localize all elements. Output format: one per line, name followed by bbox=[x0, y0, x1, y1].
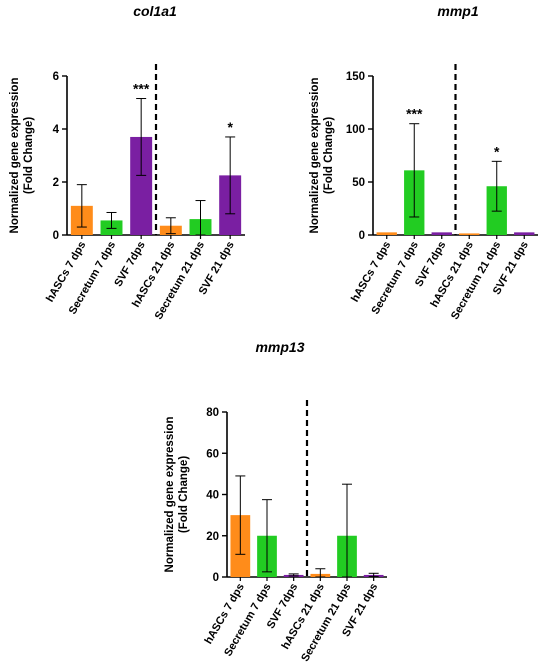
significance-marker: * bbox=[227, 119, 233, 135]
significance-marker: * bbox=[494, 143, 500, 159]
bar bbox=[376, 232, 397, 235]
y-tick-label: 20 bbox=[206, 531, 219, 543]
y-tick-label: 40 bbox=[206, 490, 219, 502]
bar bbox=[130, 136, 153, 235]
chart-col1a1: col1a1 Normalized gene expression (Fold Ch… bbox=[9, 3, 245, 322]
bar bbox=[514, 232, 535, 235]
bar bbox=[459, 233, 480, 235]
chart-title: mmp13 bbox=[255, 339, 304, 355]
y-tick-label: 0 bbox=[359, 230, 365, 242]
y-tick-label: 0 bbox=[213, 572, 219, 584]
y-tick-label: 2 bbox=[53, 177, 59, 189]
y-tick-label: 4 bbox=[53, 124, 60, 136]
y-tick-label: 80 bbox=[206, 407, 219, 419]
bar bbox=[431, 232, 452, 235]
significance-marker: *** bbox=[133, 81, 150, 97]
chart-mmp13: mmp13 Normalized gene expression (Fold Cha… bbox=[164, 339, 387, 664]
y-axis-label: Normalized gene expression (Fold Change) bbox=[164, 417, 190, 573]
y-tick-label: 60 bbox=[206, 448, 219, 460]
y-tick-label: 0 bbox=[53, 230, 59, 242]
y-axis-label: Normalized gene expression (Fold Change) bbox=[9, 78, 35, 234]
chart-title: col1a1 bbox=[133, 3, 177, 19]
chart-mmp1: mmp1 Normalized gene expression (Fold Chan… bbox=[309, 3, 538, 322]
y-tick-label: 50 bbox=[352, 177, 365, 189]
y-tick-label: 100 bbox=[346, 124, 365, 136]
significance-marker: *** bbox=[406, 106, 423, 122]
y-tick-label: 150 bbox=[346, 71, 365, 83]
y-axis-label: Normalized gene expression (Fold Change) bbox=[309, 78, 335, 234]
x-tick-label: Secretum 21 dps bbox=[449, 240, 503, 322]
y-tick-label: 6 bbox=[53, 71, 59, 83]
chart-title: mmp1 bbox=[437, 3, 478, 19]
